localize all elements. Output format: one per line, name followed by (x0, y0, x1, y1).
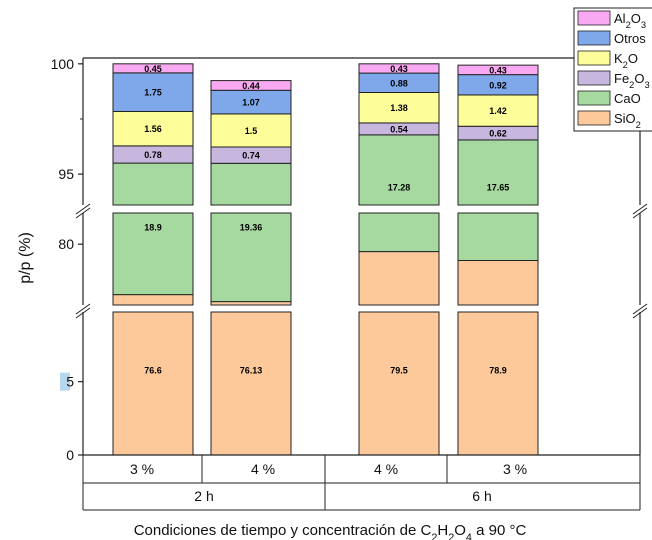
data-label-k2o-4: 1.42 (489, 106, 507, 116)
data-label-al2o3-3: 0.43 (390, 64, 408, 74)
data-label-sio2-4: 78.9 (489, 366, 507, 376)
category-label-1: 3 % (130, 461, 154, 477)
data-label-otros-1: 1.75 (144, 88, 162, 98)
axis-break-mark (75, 203, 91, 215)
category-label-4: 3 % (503, 461, 527, 477)
axis-break-mark (632, 303, 648, 315)
y-tick-label: 100 (51, 56, 75, 72)
legend-swatch-fe2o3 (577, 70, 611, 86)
y-tick-highlight (60, 372, 70, 391)
bar-segment-sio2-1 (112, 294, 194, 306)
bar-segment-sio2-3 (358, 311, 440, 456)
bar-segment-al2o3-1 (112, 63, 194, 74)
data-label-sio2-2: 76.13 (240, 366, 263, 376)
data-label-sio2-3: 79.5 (390, 366, 408, 376)
y-tick-label: 0 (66, 447, 74, 463)
data-label-cao-1: 18.9 (144, 223, 162, 233)
category-label-2: 4 % (251, 461, 275, 477)
data-label-al2o3-2: 0.44 (242, 81, 260, 91)
bar-segment-cao-2 (210, 162, 292, 206)
data-label-fe2o3-1: 0.78 (144, 150, 162, 160)
data-label-cao-3: 17.28 (388, 183, 411, 193)
legend-label-fe2o3: Fe2O3 (614, 71, 650, 90)
bar-segment-sio2-3 (358, 251, 440, 306)
legend-swatch-cao (577, 90, 611, 106)
data-label-cao-4: 17.65 (487, 183, 510, 193)
legend-swatch-al2o3 (577, 10, 611, 26)
bar-segment-cao-4 (457, 212, 539, 261)
bar-segment-cao-1 (112, 162, 194, 206)
group-label-2: 6 h (472, 488, 491, 504)
data-label-cao-2: 19.36 (240, 223, 263, 233)
data-label-k2o-1: 1.56 (144, 124, 162, 134)
data-label-sio2-1: 76.6 (144, 366, 162, 376)
bar-segment-cao-3 (358, 134, 440, 206)
axis-break-mark (632, 307, 648, 319)
bar-segment-otros-1 (112, 72, 194, 112)
legend-label-al2o3: Al2O3 (614, 11, 646, 30)
axis-break-mark (75, 303, 91, 315)
bar-segment-sio2-2 (210, 311, 292, 456)
bar-segment-al2o3-2 (210, 80, 292, 91)
legend-swatch-sio2 (577, 110, 611, 126)
x-axis-title: Condiciones de tiempo y concentración de… (134, 522, 527, 540)
axis-break-mark (75, 207, 91, 219)
bar-segment-sio2-4 (457, 259, 539, 306)
y-tick-label: 95 (58, 166, 74, 182)
axis-break-mark (75, 307, 91, 319)
y-tick-label: 5 (66, 374, 74, 390)
bar-segment-cao-1 (112, 212, 194, 296)
legend-label-cao: CaO (614, 91, 641, 106)
data-label-otros-4: 0.92 (489, 80, 507, 90)
legend-label-k2o: K2O (614, 51, 638, 70)
bar-segment-sio2-4 (457, 311, 539, 456)
bar-segment-sio2-2 (210, 301, 292, 306)
data-label-al2o3-1: 0.45 (144, 64, 162, 74)
bar-segment-al2o3-3 (358, 63, 440, 74)
group-label-1: 2 h (194, 488, 213, 504)
data-label-otros-3: 0.88 (390, 78, 408, 88)
bar-segment-sio2-1 (112, 311, 194, 456)
data-label-fe2o3-4: 0.62 (489, 129, 507, 139)
data-label-k2o-2: 1.5 (245, 126, 258, 136)
category-label-3: 4 % (374, 461, 398, 477)
data-label-k2o-3: 1.38 (390, 103, 408, 113)
bar-segment-cao-2 (210, 212, 292, 303)
legend-swatch-k2o (577, 50, 611, 66)
y-axis-title: p/p (%) (17, 232, 34, 284)
axis-break-mark (632, 203, 648, 215)
legend-swatch-otros (577, 30, 611, 46)
bar-segment-cao-4 (457, 139, 539, 206)
legend-label-otros: Otros (614, 31, 646, 46)
bar-segment-k2o-4 (457, 94, 539, 127)
legend-box (573, 7, 652, 132)
bar-segment-al2o3-4 (457, 64, 539, 76)
legend-label-sio2: SiO2 (614, 111, 641, 130)
axis-break-mark (632, 207, 648, 219)
data-label-otros-2: 1.07 (242, 98, 260, 108)
data-label-al2o3-4: 0.43 (489, 65, 507, 75)
bar-segment-k2o-3 (358, 92, 440, 124)
bar-segment-cao-3 (358, 212, 440, 253)
data-label-fe2o3-2: 0.74 (242, 151, 260, 161)
y-tick-label: 80 (58, 236, 74, 252)
data-label-fe2o3-3: 0.54 (390, 124, 408, 134)
